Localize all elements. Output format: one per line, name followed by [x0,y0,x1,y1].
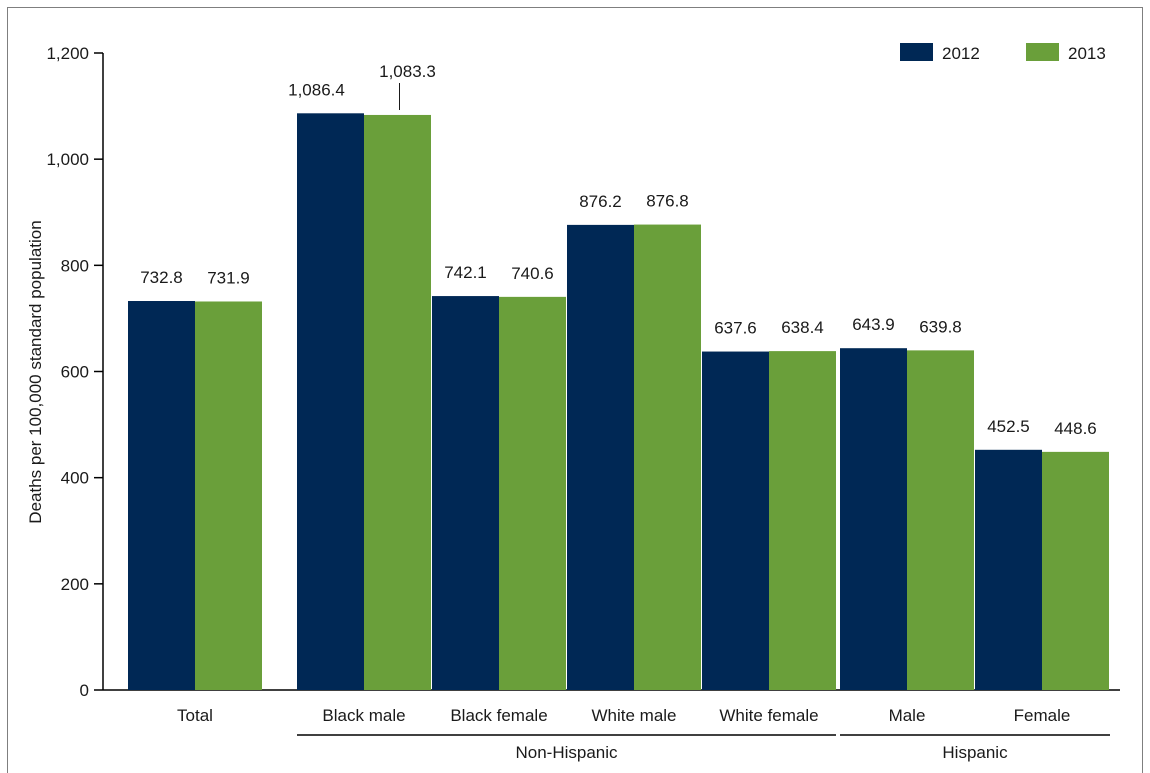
y-tick-label: 0 [80,681,89,700]
bar-2013 [499,296,566,690]
data-labels: 732.8 731.9 1,086.4 1,083.3 742.1 740.6 876.2 8… [140,62,1097,438]
legend-label-2013: 2013 [1068,44,1106,63]
y-tick-label: 800 [61,256,89,275]
y-tick-label: 1,000 [46,150,89,169]
data-label: 1,086.4 [288,80,345,99]
data-label: 876.2 [579,192,622,211]
bar-2012 [567,224,634,690]
bar-2013 [195,301,262,690]
data-label: 448.6 [1054,419,1097,438]
bar-2013 [769,351,836,690]
category-labels: Total Black male Black female White male Whi… [177,706,1070,725]
data-label: 643.9 [852,315,895,334]
bar-2012 [297,113,364,690]
data-label: 637.6 [714,319,757,338]
legend-swatch-2012 [900,43,933,61]
bar-2013 [907,350,974,690]
data-label: 731.9 [207,268,250,287]
category-label: Female [1014,706,1071,725]
y-axis-label: Deaths per 100,000 standard population [26,220,45,523]
bar-2012 [432,296,499,690]
y-tick-label: 600 [61,363,89,382]
bar-2012 [128,301,195,690]
data-label: 740.6 [511,264,554,283]
bar-2012 [975,449,1042,690]
bar-2013 [364,114,431,691]
y-tick-label: 200 [61,575,89,594]
group-label: Hispanic [942,743,1008,762]
group-labels: Non-Hispanic Hispanic [297,734,1110,762]
data-label: 639.8 [919,317,962,336]
data-label: 452.5 [987,417,1030,436]
category-label: Male [889,706,926,725]
data-label: 638.4 [781,318,824,337]
y-tick-label: 1,200 [46,44,89,63]
bar-2013 [634,224,701,690]
bar-2012 [702,351,769,690]
legend-swatch-2013 [1026,43,1059,61]
category-label: Black female [450,706,547,725]
category-label: Black male [322,706,405,725]
data-label: 876.8 [646,192,689,211]
bar-2013 [1042,451,1109,690]
bars [128,113,1109,691]
data-label: 1,083.3 [379,62,436,81]
chart-frame [7,7,1143,773]
legend-label-2012: 2012 [942,44,980,63]
data-label: 742.1 [444,263,487,282]
category-label: Total [177,706,213,725]
y-tick-label: 400 [61,469,89,488]
bar-2012 [840,348,907,690]
data-label: 732.8 [140,268,183,287]
group-label: Non-Hispanic [515,743,618,762]
legend: 2012 2013 [900,43,1106,63]
category-label: White female [719,706,818,725]
category-label: White male [591,706,676,725]
